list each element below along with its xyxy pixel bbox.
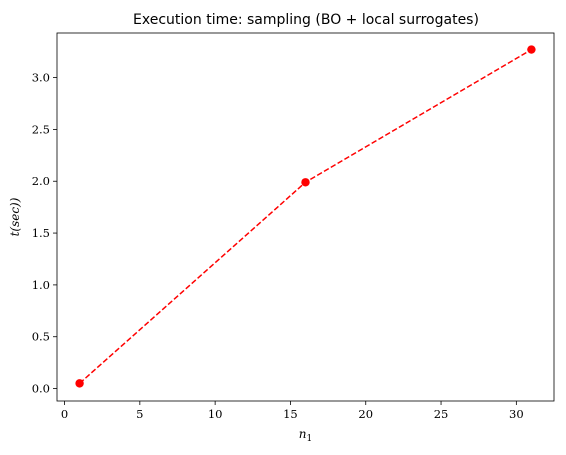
y-tick-label: 1.0: [32, 278, 50, 292]
y-axis-ticks: 0.0 0.5 1.0 1.5 2.0 2.5 3.0: [32, 71, 57, 396]
series-line: [79, 48, 532, 384]
chart-title: Execution time: sampling (BO + local sur…: [133, 12, 479, 28]
data-point: [75, 379, 84, 388]
plot-frame: [56, 32, 555, 402]
y-tick-label: 3.0: [32, 71, 50, 85]
plot-area: [75, 45, 536, 388]
x-axis-label-main: n: [299, 427, 307, 441]
x-axis-label-subscript: 1: [307, 434, 313, 444]
x-tick-label: 15: [283, 407, 298, 421]
x-tick-label: 10: [208, 407, 223, 421]
data-point: [527, 45, 536, 54]
x-tick-label: 5: [136, 407, 143, 421]
y-tick-label: 1.5: [32, 226, 50, 240]
data-point: [301, 178, 310, 187]
x-tick-label: 25: [434, 407, 449, 421]
x-tick-label: 30: [509, 407, 524, 421]
y-tick-label: 0.0: [32, 382, 50, 396]
x-axis-ticks: 0 5 10 15 20 25 30: [61, 401, 524, 421]
y-tick-label: 2.5: [32, 122, 50, 136]
y-axis-label: t(sec)): [8, 197, 22, 236]
x-tick-label: 20: [358, 407, 373, 421]
y-tick-label: 0.5: [32, 330, 50, 344]
x-tick-label: 0: [61, 407, 68, 421]
y-tick-label: 2.0: [32, 174, 50, 188]
x-axis-label: n1: [299, 427, 312, 444]
